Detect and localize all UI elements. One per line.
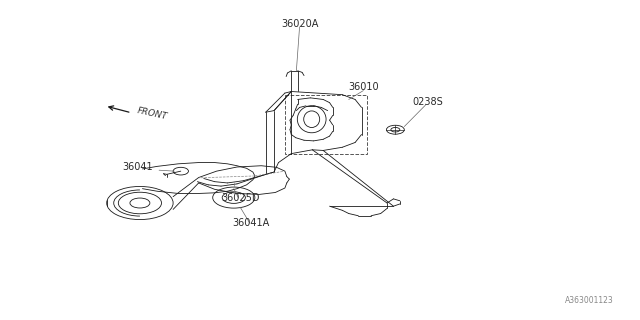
Text: 0238S: 0238S — [412, 97, 443, 107]
Bar — [285, 95, 367, 154]
Text: 36041: 36041 — [123, 162, 154, 172]
Text: FRONT: FRONT — [136, 107, 168, 122]
Text: 36020A: 36020A — [281, 19, 318, 28]
Text: A363001123: A363001123 — [565, 296, 614, 305]
Text: 36010: 36010 — [348, 82, 379, 92]
Text: 36041A: 36041A — [232, 218, 269, 228]
Text: 36025D: 36025D — [221, 193, 259, 203]
